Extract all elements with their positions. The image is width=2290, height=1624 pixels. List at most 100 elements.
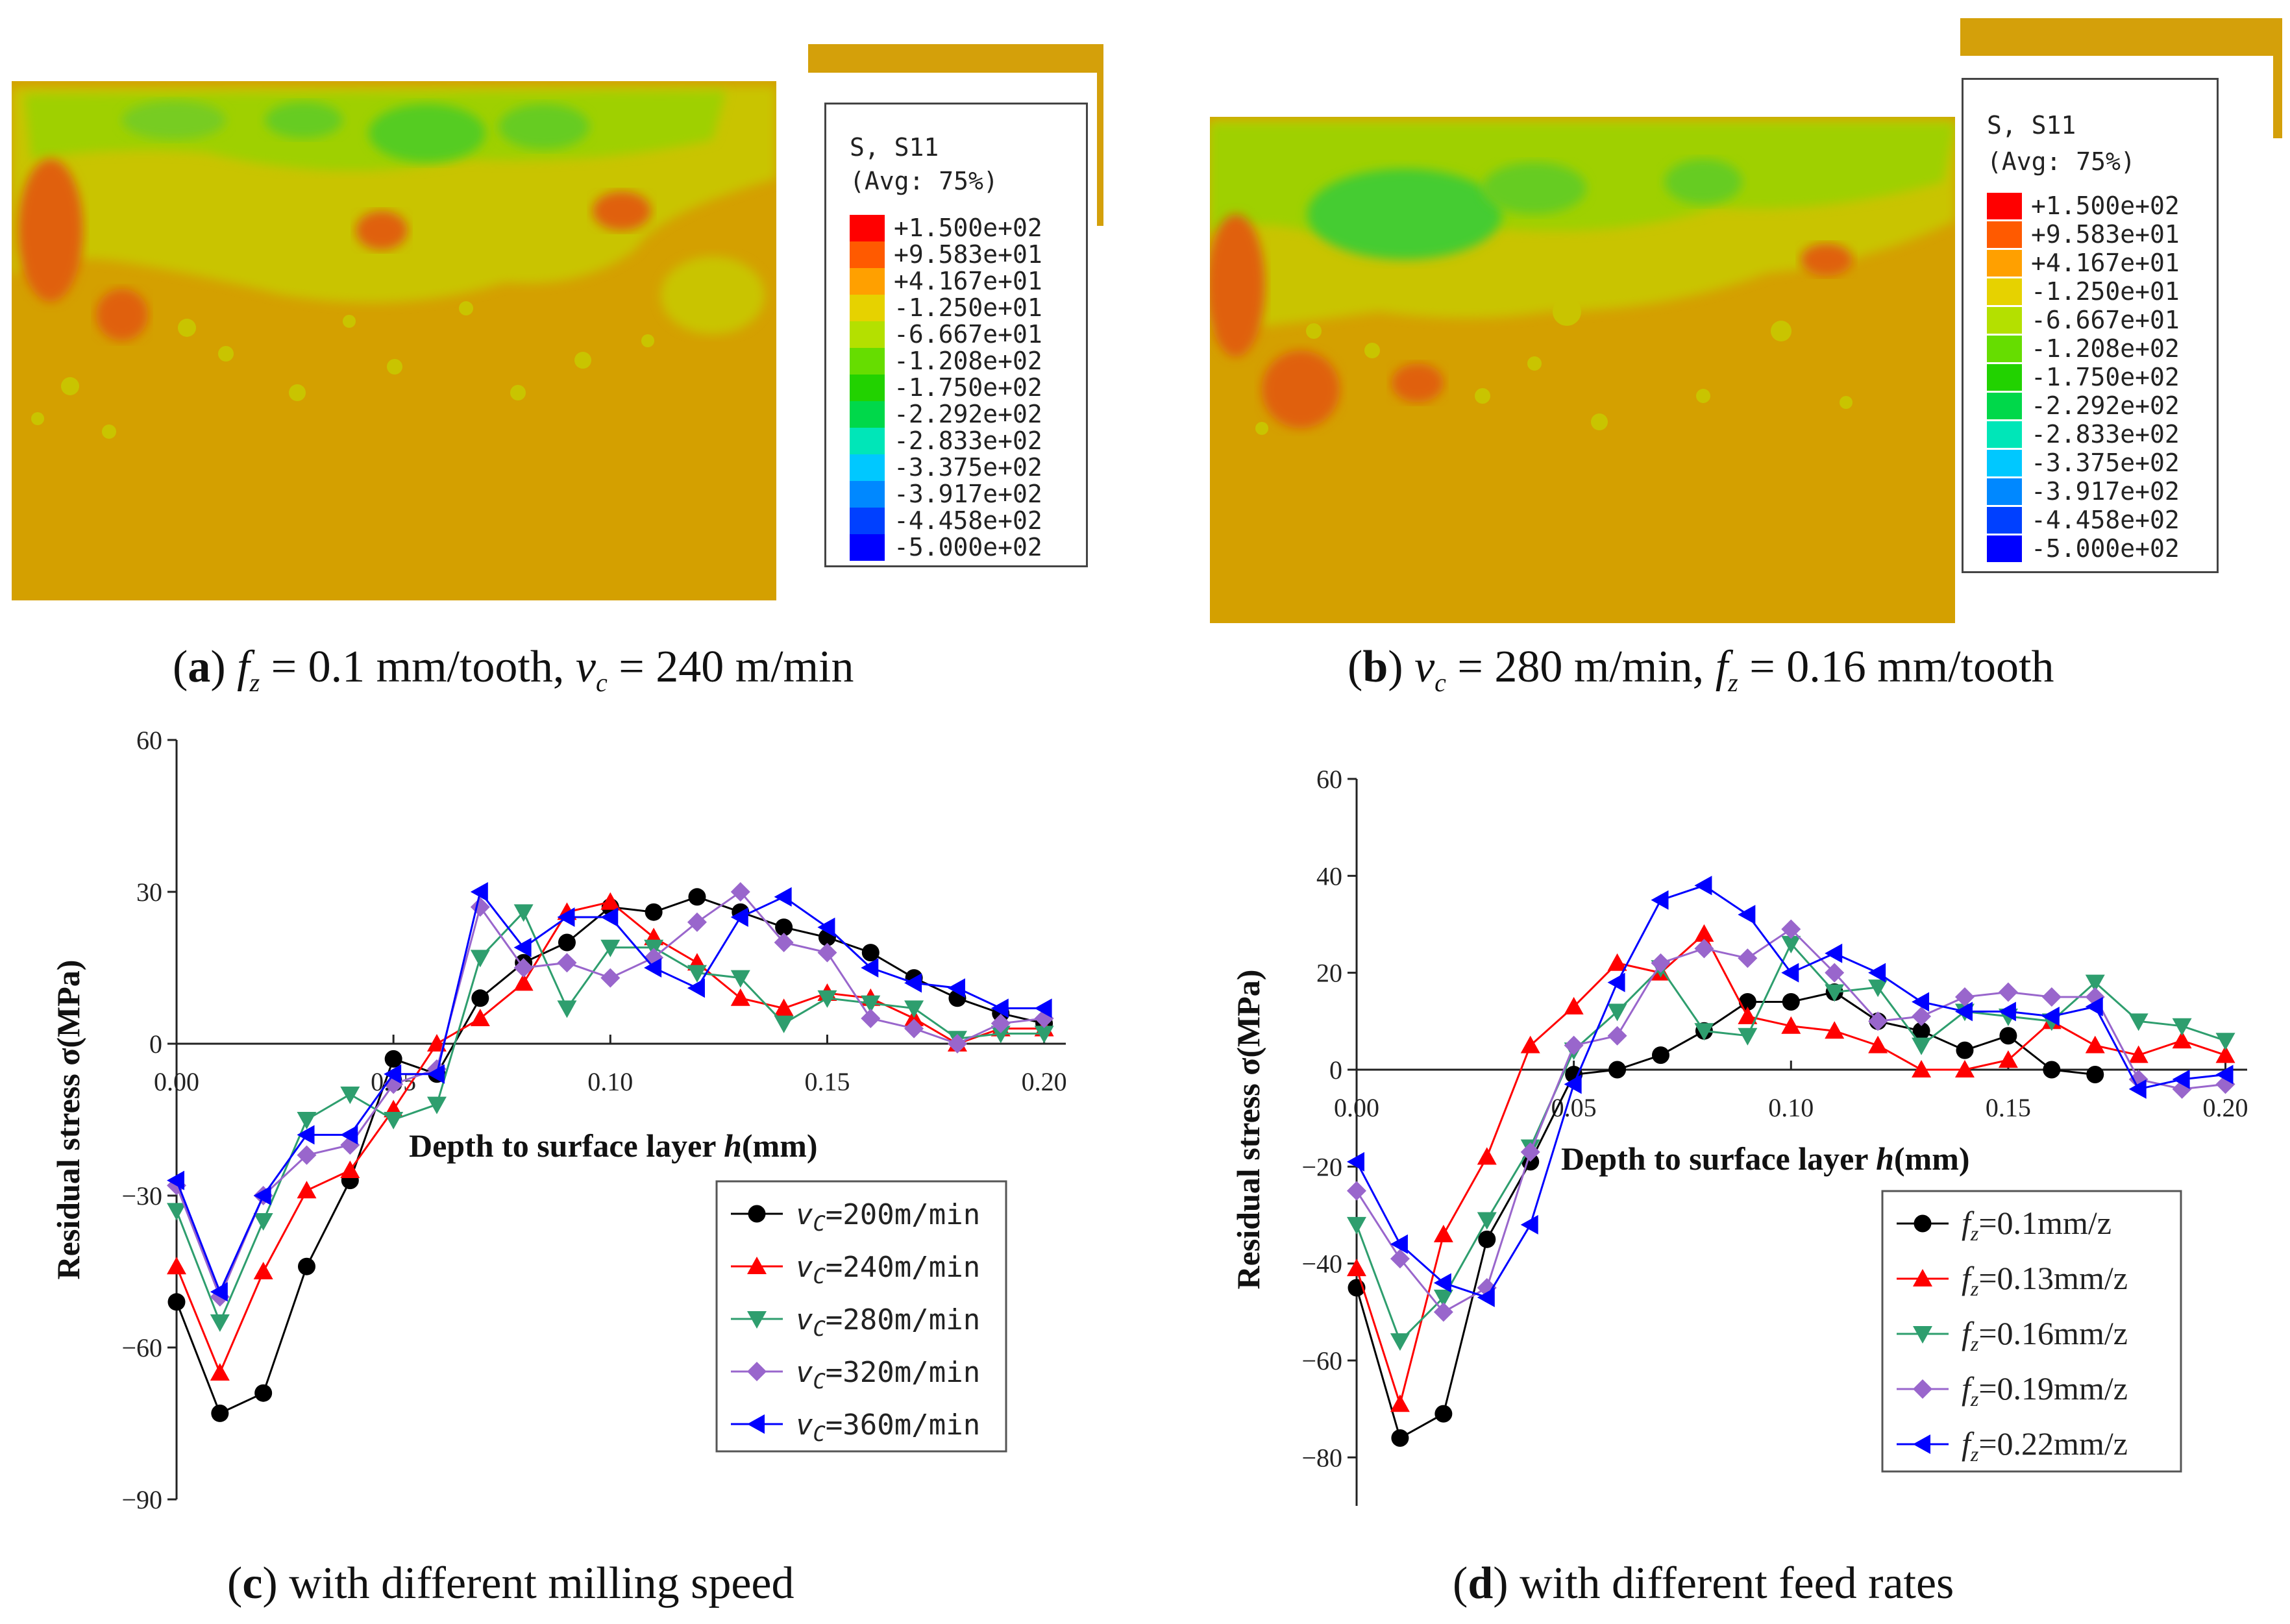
- data-point: [1564, 1035, 1584, 1055]
- x-tick-label: 0.00: [1334, 1093, 1379, 1122]
- data-point: [253, 1213, 273, 1231]
- gold-frame-top-b: [1960, 18, 2282, 56]
- y-tick-label: −60: [121, 1333, 162, 1362]
- series-fz=0.13mm/z: [1347, 924, 2235, 1412]
- legend-label-sub: C: [813, 1421, 826, 1446]
- legend-level-row: +1.500e+02: [1987, 191, 2180, 220]
- caption-b: (b) vc = 280 m/min, fz = 0.16 mm/tooth: [1348, 642, 2054, 697]
- data-point: [2172, 1031, 2192, 1049]
- x-axis-title-text: Depth to surface layer: [1561, 1140, 1876, 1177]
- data-point: [254, 1384, 273, 1402]
- legend-level-row: -1.208e+02: [850, 347, 1042, 375]
- legend-label-var: v: [796, 1303, 813, 1336]
- y-tick-label: −90: [121, 1485, 162, 1514]
- data-point: [2128, 1079, 2147, 1099]
- data-point: [817, 990, 837, 1008]
- data-point: [1607, 1026, 1627, 1046]
- data-point: [1347, 1151, 1364, 1172]
- legend-level-row: -3.375e+02: [1987, 449, 2180, 477]
- series-vC=280m/min: [167, 904, 1054, 1332]
- legend-label-rest: =280m/min: [826, 1303, 980, 1336]
- data-point: [384, 1064, 402, 1084]
- legend-level-label: -3.375e+02: [2031, 449, 2180, 477]
- data-point: [1477, 1147, 1497, 1165]
- data-point: [1913, 1326, 1932, 1344]
- data-point: [253, 1186, 271, 1205]
- legend-swatch: [1987, 335, 2022, 362]
- legend-swatch: [850, 267, 885, 295]
- chart-legend-d: fz=0.1mm/z fz=0.13mm/z fz=0.16mm/z fz=0.19m…: [1881, 1190, 2182, 1473]
- data-point: [1034, 998, 1052, 1018]
- chart-c: 60300−30−60−900.000.050.100.150.20Depth …: [50, 726, 1067, 1514]
- data-point: [817, 942, 837, 963]
- legend-swatch: [850, 507, 885, 534]
- data-point: [210, 1282, 228, 1302]
- data-point: [2128, 1013, 2148, 1031]
- data-point: [1694, 876, 1712, 896]
- data-point: [1034, 1026, 1054, 1044]
- data-point: [600, 968, 621, 988]
- chart-legend-box: [1881, 1190, 2182, 1473]
- data-point: [2085, 1035, 2105, 1053]
- data-point: [513, 973, 534, 991]
- y-tick-label: −30: [121, 1181, 162, 1211]
- data-point: [2172, 1069, 2190, 1089]
- legend-level-row: -5.000e+02: [1987, 534, 2180, 563]
- legend-swatch: [850, 241, 885, 268]
- data-point: [947, 1034, 967, 1053]
- chart-legend-label: vC=360m/min: [796, 1409, 980, 1446]
- chart-legend-item: vC=240m/min: [731, 1251, 980, 1288]
- legend-title-a: S, S11: [850, 133, 939, 162]
- chart-legend-label: fz=0.22mm/z: [1962, 1425, 2128, 1466]
- data-point: [210, 1314, 230, 1332]
- data-point: [471, 989, 489, 1007]
- data-point: [426, 1034, 447, 1052]
- data-point: [600, 892, 621, 910]
- legend-level-row: +9.583e+01: [850, 240, 1042, 269]
- data-point: [167, 1170, 184, 1190]
- legend-swatch: [850, 400, 885, 428]
- data-point: [1781, 963, 1799, 983]
- legend-level-row: -2.292e+02: [850, 400, 1042, 428]
- legend-label-sub: C: [813, 1211, 826, 1236]
- x-axis-title-var: h: [724, 1127, 742, 1164]
- data-point: [167, 1293, 186, 1311]
- legend-level-row: -2.833e+02: [1987, 420, 2180, 449]
- chart-legend-label: fz=0.19mm/z: [1962, 1370, 2128, 1410]
- legend-label-sub: z: [1970, 1442, 1979, 1466]
- legend-level-row: +4.167e+01: [1987, 249, 2180, 277]
- data-point: [297, 1181, 317, 1199]
- data-point: [1607, 953, 1627, 971]
- data-point: [1999, 1027, 2017, 1045]
- legend-level-row: +9.583e+01: [1987, 220, 2180, 249]
- data-point: [2041, 987, 2062, 1007]
- chart-legend-label: fz=0.13mm/z: [1962, 1260, 2128, 1300]
- data-point: [687, 912, 707, 932]
- legend-level-row: -2.292e+02: [1987, 391, 2180, 420]
- x-tick-label: 0.20: [2203, 1093, 2248, 1122]
- legend-label-var: v: [796, 1251, 813, 1284]
- data-point: [1391, 1429, 1409, 1447]
- data-point: [384, 1050, 402, 1068]
- data-point: [1825, 943, 1843, 963]
- legend-swatch: [850, 374, 885, 401]
- chart-legend-label: fz=0.16mm/z: [1962, 1315, 2128, 1355]
- chart-legend-item: fz=0.19mm/z: [1897, 1370, 2128, 1410]
- data-point: [861, 1009, 881, 1028]
- data-point: [1781, 919, 1801, 939]
- data-point: [774, 998, 794, 1016]
- gold-frame-top-a: [808, 44, 1103, 73]
- data-point: [1738, 948, 1758, 968]
- legend-level-row: -3.375e+02: [850, 453, 1042, 482]
- legend-swatch: [1987, 249, 2022, 277]
- data-point: [991, 1026, 1011, 1044]
- data-point: [817, 917, 835, 937]
- x-axis-title-unit: (mm): [742, 1127, 818, 1164]
- legend-subtitle-a: (Avg: 75%): [850, 167, 998, 195]
- data-point: [1390, 1333, 1410, 1351]
- legend-label-var: v: [796, 1198, 813, 1231]
- legend-swatch: [850, 427, 885, 454]
- data-point: [253, 1262, 273, 1279]
- y-tick-label: 0: [1329, 1055, 1342, 1085]
- legend-swatch: [1987, 363, 2022, 391]
